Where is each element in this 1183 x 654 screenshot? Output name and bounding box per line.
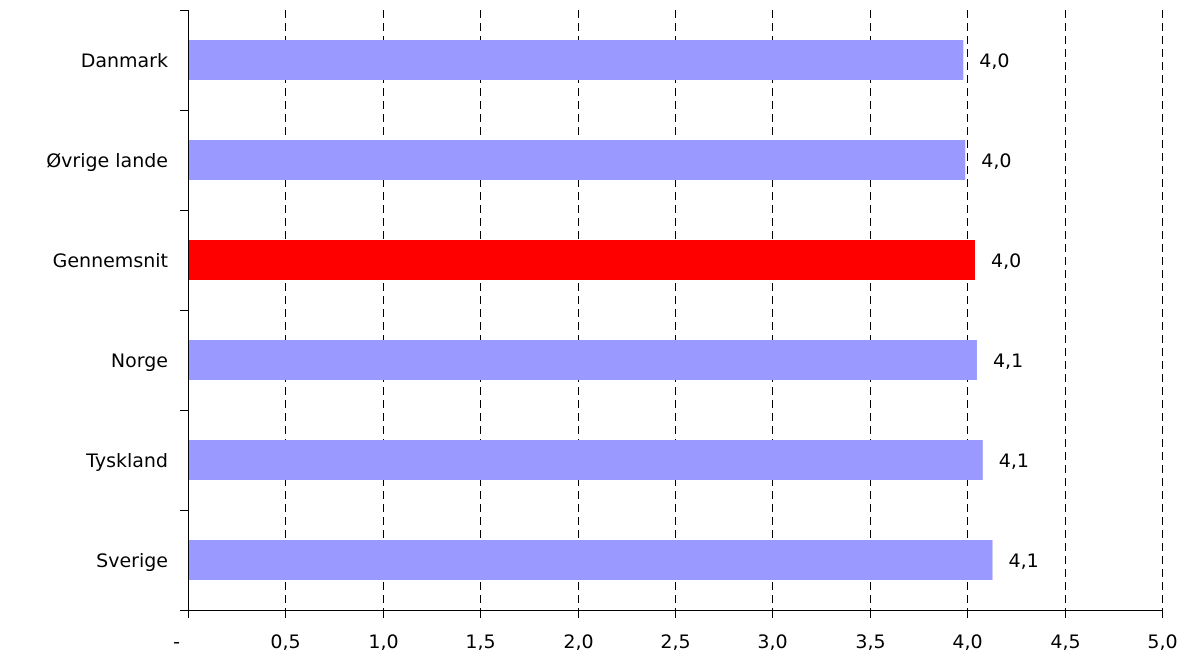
x-tick-label: 2,0 xyxy=(563,631,593,653)
category-label: Øvrige lande xyxy=(46,150,168,172)
x-tick-label: 1,0 xyxy=(368,631,398,653)
value-label: 4,1 xyxy=(1009,550,1039,572)
x-tick-label: - xyxy=(173,631,180,653)
axes xyxy=(180,10,1163,618)
x-tick-label: 1,5 xyxy=(465,631,495,653)
value-label: 4,0 xyxy=(991,250,1021,272)
bar-danmark xyxy=(188,40,964,80)
bar-sverige xyxy=(188,540,993,580)
category-label: Tyskland xyxy=(85,450,168,472)
value-label: 4,1 xyxy=(993,350,1023,372)
category-label: Norge xyxy=(111,350,168,372)
bars xyxy=(188,40,993,580)
x-tick-label: 4,0 xyxy=(952,631,982,653)
x-tick-label: 0,5 xyxy=(270,631,300,653)
bar-gennemsnit xyxy=(188,240,975,280)
category-label: Sverige xyxy=(96,550,168,572)
value-label: 4,0 xyxy=(981,150,1011,172)
labels: 4,0 Danmark 4,0 Øvrige lande 4,0 Gennemsnit 4,… xyxy=(46,50,1177,653)
x-tick-label: 3,0 xyxy=(757,631,787,653)
gridlines xyxy=(285,10,1163,610)
bar-tyskland xyxy=(188,440,983,480)
bar-øvrige-lande xyxy=(188,140,966,180)
x-tick-label: 3,5 xyxy=(855,631,885,653)
category-label: Danmark xyxy=(81,50,168,72)
category-label: Gennemsnit xyxy=(53,250,168,272)
x-tick-label: 5,0 xyxy=(1147,631,1177,653)
value-label: 4,1 xyxy=(999,450,1029,472)
value-label: 4,0 xyxy=(979,50,1009,72)
bar-norge xyxy=(188,340,977,380)
x-tick-label: 2,5 xyxy=(660,631,690,653)
x-tick-label: 4,5 xyxy=(1050,631,1080,653)
